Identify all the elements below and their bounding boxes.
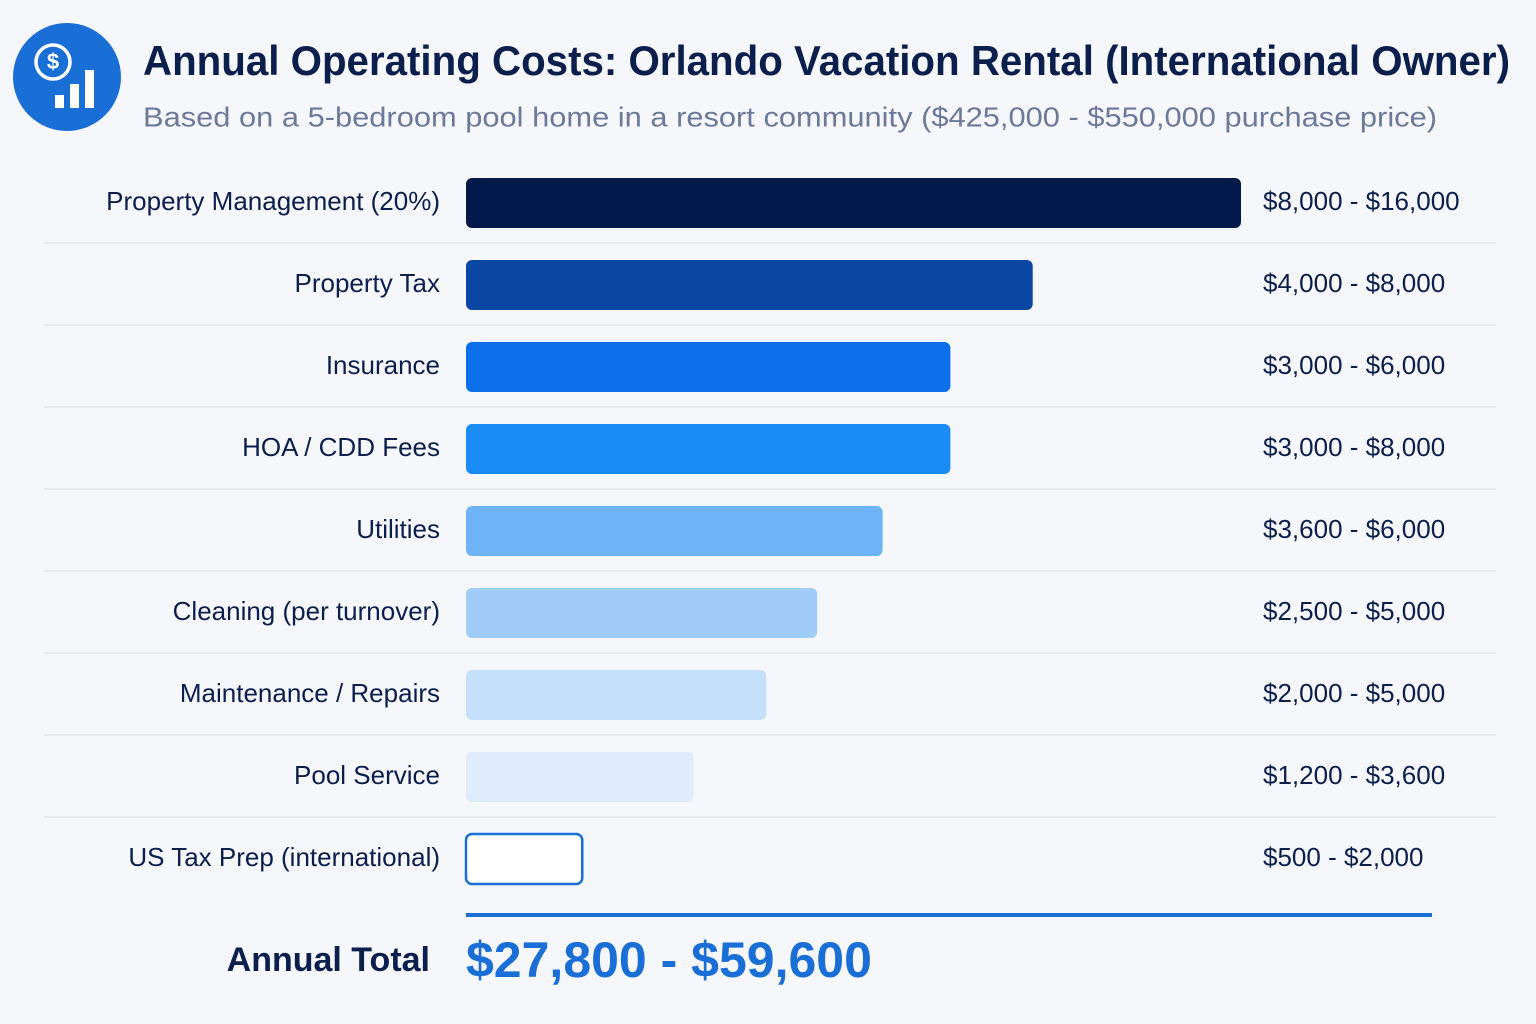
bar bbox=[464, 832, 584, 886]
bar bbox=[466, 342, 951, 392]
bar bbox=[466, 260, 1033, 310]
bar bbox=[466, 752, 694, 802]
total-value: $27,800 - $59,600 bbox=[466, 932, 872, 988]
range-label: $2,000 - $5,000 bbox=[1263, 678, 1445, 708]
bar bbox=[466, 588, 818, 638]
bar bbox=[466, 506, 883, 556]
range-label: $3,000 - $6,000 bbox=[1263, 350, 1445, 380]
category-label: Utilities bbox=[356, 514, 440, 544]
range-label: $1,200 - $3,600 bbox=[1263, 760, 1445, 790]
range-label: $2,500 - $5,000 bbox=[1263, 596, 1445, 626]
category-label: Pool Service bbox=[294, 760, 440, 790]
chart-subtitle: Based on a 5-bedroom pool home in a reso… bbox=[143, 101, 1437, 132]
chart-title: Annual Operating Costs: Orlando Vacation… bbox=[143, 37, 1510, 84]
range-label: $500 - $2,000 bbox=[1263, 842, 1423, 872]
category-label: HOA / CDD Fees bbox=[242, 432, 440, 462]
svg-text:$: $ bbox=[47, 49, 59, 74]
category-label: Cleaning (per turnover) bbox=[173, 596, 440, 626]
range-label: $3,000 - $8,000 bbox=[1263, 432, 1445, 462]
range-label: $3,600 - $6,000 bbox=[1263, 514, 1445, 544]
range-label: $4,000 - $8,000 bbox=[1263, 268, 1445, 298]
bar bbox=[466, 178, 1241, 228]
category-label: Property Tax bbox=[295, 268, 440, 298]
icon: $ bbox=[13, 23, 121, 131]
category-label: Property Management (20%) bbox=[106, 186, 440, 216]
category-label: US Tax Prep (international) bbox=[128, 842, 440, 872]
category-label: Insurance bbox=[326, 350, 440, 380]
total-label: Annual Total bbox=[227, 941, 430, 979]
range-label: $8,000 - $16,000 bbox=[1263, 186, 1460, 216]
bar bbox=[466, 670, 767, 720]
bar bbox=[466, 424, 951, 474]
category-label: Maintenance / Repairs bbox=[180, 678, 440, 708]
